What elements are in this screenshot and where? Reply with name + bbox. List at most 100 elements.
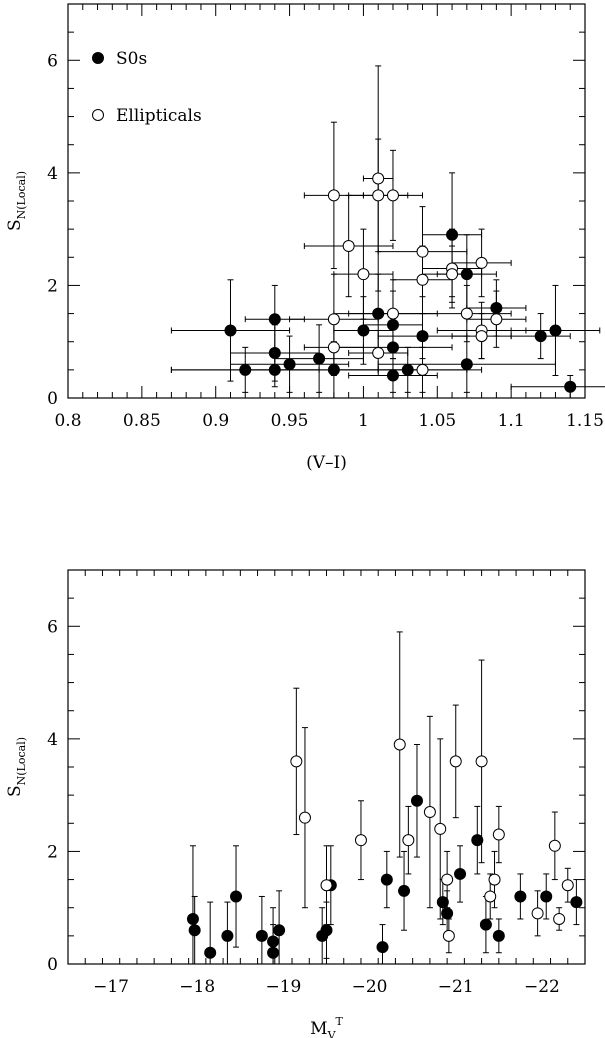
elliptical-point — [423, 806, 436, 819]
elliptical-point — [488, 873, 501, 886]
x-tick-label: −18 — [179, 977, 215, 997]
elliptical-point — [475, 330, 488, 343]
s0-point — [268, 313, 281, 326]
s0-point — [454, 867, 467, 880]
elliptical-point — [561, 879, 574, 892]
x-tick-label: −17 — [93, 977, 129, 997]
x-tick-label: −19 — [265, 977, 301, 997]
s0-point — [446, 228, 459, 241]
elliptical-point — [386, 189, 399, 202]
bottom-y-axis-label: SN(Local) — [5, 737, 28, 797]
elliptical-point — [490, 313, 503, 326]
elliptical-point — [416, 273, 429, 286]
s0-point — [570, 896, 583, 909]
bottom-y-tick-labels: 0 2 4 6 — [47, 617, 58, 975]
s0-point — [410, 794, 423, 807]
s0-point — [441, 907, 454, 920]
s0-point — [372, 307, 385, 320]
s0-point — [268, 346, 281, 359]
s0-point — [471, 834, 484, 847]
x-tick-label: 0.95 — [271, 411, 309, 431]
elliptical-point — [446, 268, 459, 281]
s0-point — [416, 330, 429, 343]
s0-point — [398, 884, 411, 897]
elliptical-point — [449, 755, 462, 768]
top-y-tick-labels: 0 2 4 6 — [47, 51, 58, 409]
s0-point — [549, 324, 562, 337]
y-tick-label: 2 — [47, 276, 58, 296]
bottom-panel: −17 −18 −19 −20 −21 −22 0 2 4 6 MVT SN(Local) — [5, 569, 586, 1038]
top-axis-ticks — [67, 3, 586, 399]
s0-point — [204, 946, 217, 959]
elliptical-point — [475, 755, 488, 768]
y-tick-label: 0 — [47, 955, 58, 975]
top-y-axis-label: SN(Local) — [5, 171, 28, 231]
top-data-points — [224, 172, 577, 393]
bottom-x-tick-labels: −17 −18 −19 −20 −21 −22 — [93, 977, 560, 997]
elliptical-point — [372, 172, 385, 185]
s0-point — [436, 896, 449, 909]
x-tick-label: 1.05 — [418, 411, 456, 431]
s0-point — [268, 363, 281, 376]
x-tick-label: 0.9 — [202, 411, 229, 431]
s0-point — [514, 890, 527, 903]
y-tick-label: 6 — [47, 51, 58, 71]
elliptical-point — [298, 811, 311, 824]
elliptical-point — [372, 346, 385, 359]
s0-point — [267, 946, 280, 959]
s0-point — [221, 929, 234, 942]
s0-point — [386, 341, 399, 354]
s0-point — [376, 941, 389, 954]
elliptical-point — [386, 307, 399, 320]
elliptical-point — [402, 834, 415, 847]
y-tick-label: 2 — [47, 842, 58, 862]
s0-point — [386, 369, 399, 382]
s0-point — [186, 912, 199, 925]
s0-point — [479, 918, 492, 931]
elliptical-point — [416, 363, 429, 376]
s0-point — [564, 380, 577, 393]
legend-ellipticals-marker — [92, 109, 104, 121]
x-tick-label: 1.15 — [566, 411, 604, 431]
s0-point — [230, 890, 243, 903]
x-tick-label: −21 — [438, 977, 474, 997]
bottom-error-bars — [189, 631, 580, 965]
s0-point — [540, 890, 553, 903]
y-tick-label: 4 — [47, 730, 58, 750]
s0-point — [490, 301, 503, 314]
elliptical-point — [475, 256, 488, 269]
elliptical-point — [434, 822, 447, 835]
s0-point — [380, 873, 393, 886]
legend-s0s-marker — [92, 52, 104, 64]
y-tick-label: 4 — [47, 164, 58, 184]
x-tick-label: 1.1 — [498, 411, 525, 431]
elliptical-point — [441, 873, 454, 886]
s0-point — [188, 924, 201, 937]
legend-ellipticals-label: Ellipticals — [116, 106, 202, 126]
elliptical-point — [393, 738, 406, 751]
y-tick-label: 0 — [47, 389, 58, 409]
legend: S0s Ellipticals — [92, 49, 202, 126]
elliptical-point — [531, 907, 544, 920]
bottom-data-points — [186, 738, 583, 959]
bottom-axis-ticks — [67, 569, 586, 965]
s0-point — [283, 358, 296, 371]
elliptical-point — [484, 890, 497, 903]
x-tick-label: 1 — [358, 411, 369, 431]
bottom-x-axis-label: MVT — [310, 1015, 343, 1038]
s0-point — [460, 268, 473, 281]
x-tick-label: −20 — [352, 977, 388, 997]
s0-point — [267, 935, 280, 948]
legend-s0s-label: S0s — [116, 49, 147, 69]
s0-point — [357, 324, 370, 337]
s0-point — [534, 330, 547, 343]
elliptical-point — [327, 313, 340, 326]
elliptical-point — [327, 341, 340, 354]
s0-point — [460, 358, 473, 371]
s0-point — [320, 924, 333, 937]
s0-point — [386, 318, 399, 331]
x-tick-label: 0.8 — [54, 411, 81, 431]
elliptical-point — [342, 240, 355, 253]
s0-point — [313, 352, 326, 365]
top-x-tick-labels: 0.8 0.85 0.9 0.95 1 1.05 1.1 1.15 — [54, 411, 603, 431]
